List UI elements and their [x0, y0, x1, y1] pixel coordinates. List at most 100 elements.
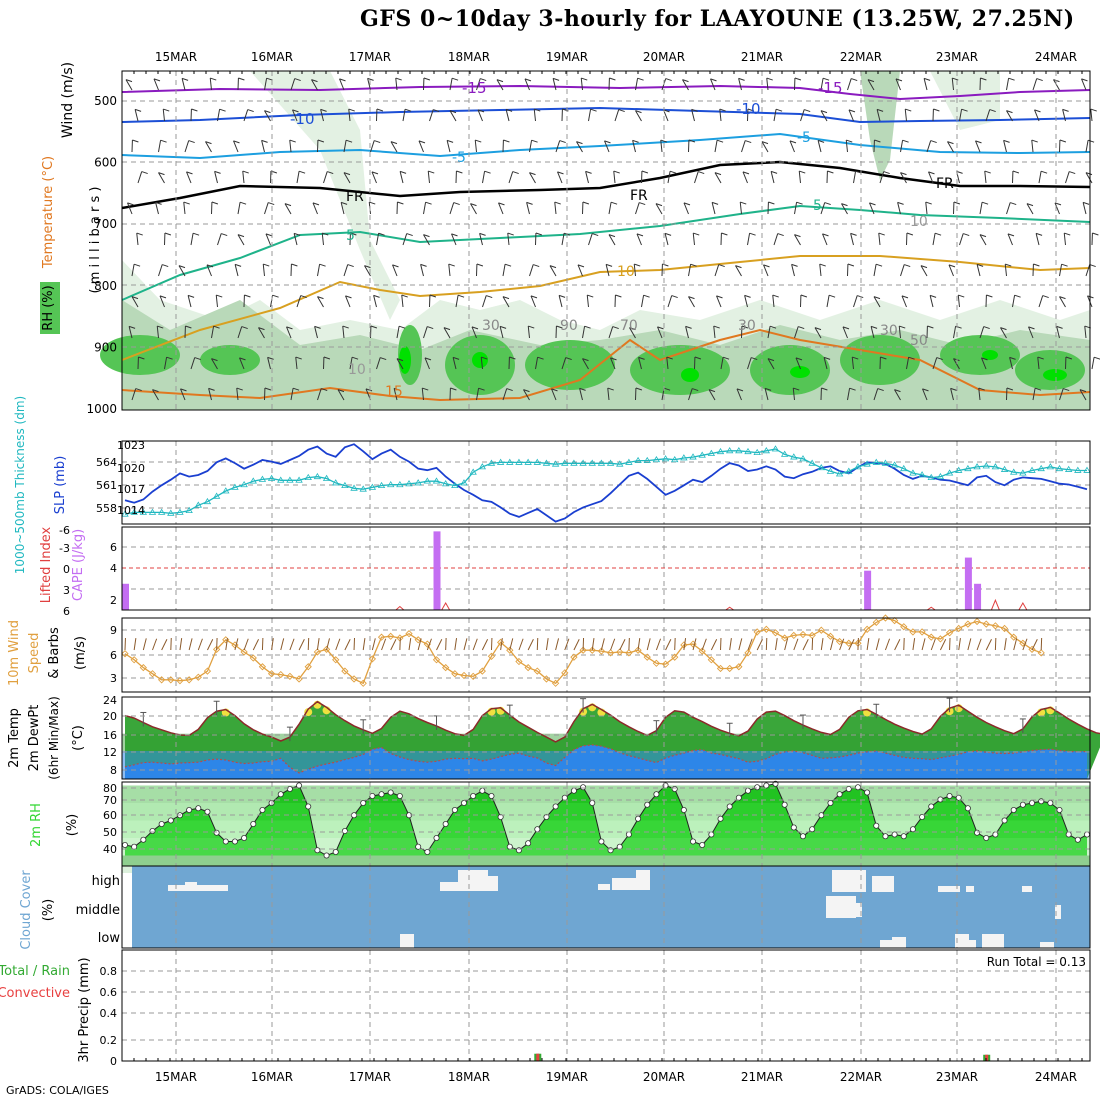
wind-barb-flag	[1007, 233, 1015, 237]
wind-barb-flag	[289, 139, 296, 143]
cape-tick: 2	[110, 594, 117, 607]
wind-barb	[293, 233, 298, 246]
wind-barb-flag	[740, 201, 747, 205]
wind-barb	[349, 357, 353, 370]
wind-barb-10m	[335, 638, 341, 651]
wind-barb-flag	[905, 108, 912, 112]
wind-barb	[452, 357, 457, 370]
thickness-marker	[258, 475, 267, 482]
wind-barb	[736, 388, 742, 401]
wind-barb-flag	[392, 264, 399, 268]
rh-marker	[149, 828, 156, 835]
wind-barb-flag	[634, 263, 641, 267]
temp-band	[122, 733, 1090, 751]
thickness-marker	[579, 459, 587, 466]
thickness-marker	[680, 454, 688, 461]
wind-barb	[321, 233, 324, 246]
wind-barb-flag	[320, 108, 327, 112]
rh-marker	[809, 826, 816, 833]
isotherm-15	[121, 328, 1091, 402]
wind-barb-10m	[967, 638, 972, 651]
thickness-marker	[176, 508, 184, 515]
wind-barb	[258, 327, 265, 339]
wind-barb-flag	[1031, 139, 1038, 143]
cloud-patch	[168, 885, 228, 891]
thickness-marker	[1074, 466, 1082, 473]
wind-barb	[311, 79, 318, 91]
wind-barb-10m	[316, 638, 320, 651]
wind-barb	[206, 264, 212, 277]
wind-speed-marker	[890, 616, 899, 625]
cloud-patch	[636, 870, 650, 890]
thickness-marker	[286, 476, 294, 483]
precip-label-c: 3hr Precip (mm)	[77, 957, 92, 1062]
precip-tick: 0.8	[100, 965, 118, 978]
precip-tick: 0.4	[100, 1007, 118, 1020]
wind-barb-10m	[234, 638, 239, 651]
wind-barb-flag	[265, 233, 273, 237]
panel-frame	[121, 617, 1091, 693]
wind-barb	[959, 109, 963, 122]
wind-speed-marker	[414, 636, 422, 644]
wind-barb-flag	[238, 77, 245, 81]
wind-barb	[499, 326, 504, 339]
credit-text: GrADS: COLA/IGES	[6, 1084, 109, 1097]
rh-shade-bright	[681, 368, 699, 382]
rh-band	[122, 838, 1090, 856]
wind-barb	[187, 295, 192, 308]
wind-barb	[667, 295, 673, 308]
wind-barb	[449, 78, 453, 91]
wind-barb-flag	[234, 263, 242, 267]
wind-barb	[897, 202, 901, 215]
wind-barb-flag	[423, 234, 430, 238]
wind-barb	[474, 140, 477, 153]
wind-speed-marker	[845, 639, 853, 647]
wind-barb-10m	[518, 638, 524, 651]
wind-barb	[343, 172, 351, 184]
wind-barb-flag	[613, 170, 620, 174]
thickness-marker	[652, 455, 661, 463]
wind-barb-flag	[929, 294, 937, 298]
cloud-patch	[478, 876, 498, 891]
panel-frames	[121, 70, 1091, 1062]
wind-barb-10m	[829, 638, 834, 651]
wind-barb-flag	[219, 108, 226, 112]
wind-barb-10m	[848, 639, 855, 651]
wind-barb-flag	[239, 357, 246, 361]
wind-barb-flag	[663, 387, 671, 391]
wind-speed-marker	[130, 656, 138, 664]
wind-barb-flag	[559, 140, 566, 144]
wind-barb-flag	[125, 79, 133, 83]
wind-barb-flag	[347, 264, 354, 268]
wind-speed-marker	[487, 652, 496, 660]
panel-frame	[121, 696, 1091, 780]
thickness-marker	[240, 480, 248, 488]
wind-label-unit: (m/s)	[73, 636, 88, 670]
wind-barb-flag	[747, 108, 755, 112]
wind-speed-marker	[387, 632, 395, 640]
thickness-marker	[835, 470, 844, 477]
wind-barb-flag	[576, 141, 583, 145]
wind-barb-flag	[191, 108, 198, 112]
contour-label: -5	[452, 150, 466, 166]
rh-marker	[864, 789, 871, 796]
wind-label-b: Speed	[27, 633, 42, 674]
wind-barb-flag	[239, 201, 247, 205]
wind-barb-flag	[636, 233, 644, 237]
date-label-top: 24MAR	[1035, 50, 1077, 64]
wind-barb-10m	[500, 638, 503, 651]
axis-labels: 15MAR 15MAR 16MAR 16MAR 17MAR 17MAR 18MAR 18MAR…	[0, 50, 1077, 1084]
wind-barb	[641, 295, 645, 308]
wind-barb	[296, 295, 302, 308]
wind-barb-10m	[930, 638, 936, 651]
wind-barb-flag	[242, 170, 249, 174]
wind-barb-flag	[159, 295, 167, 299]
wind-barb	[317, 388, 322, 401]
contour-label: 5	[813, 198, 822, 214]
pressure-tick: 600	[94, 156, 117, 170]
wind-barb	[608, 234, 616, 246]
wind-barb	[286, 326, 292, 339]
wind-barb-flag	[1008, 77, 1015, 81]
rh-marker	[873, 822, 880, 829]
wind-barb	[345, 295, 351, 308]
